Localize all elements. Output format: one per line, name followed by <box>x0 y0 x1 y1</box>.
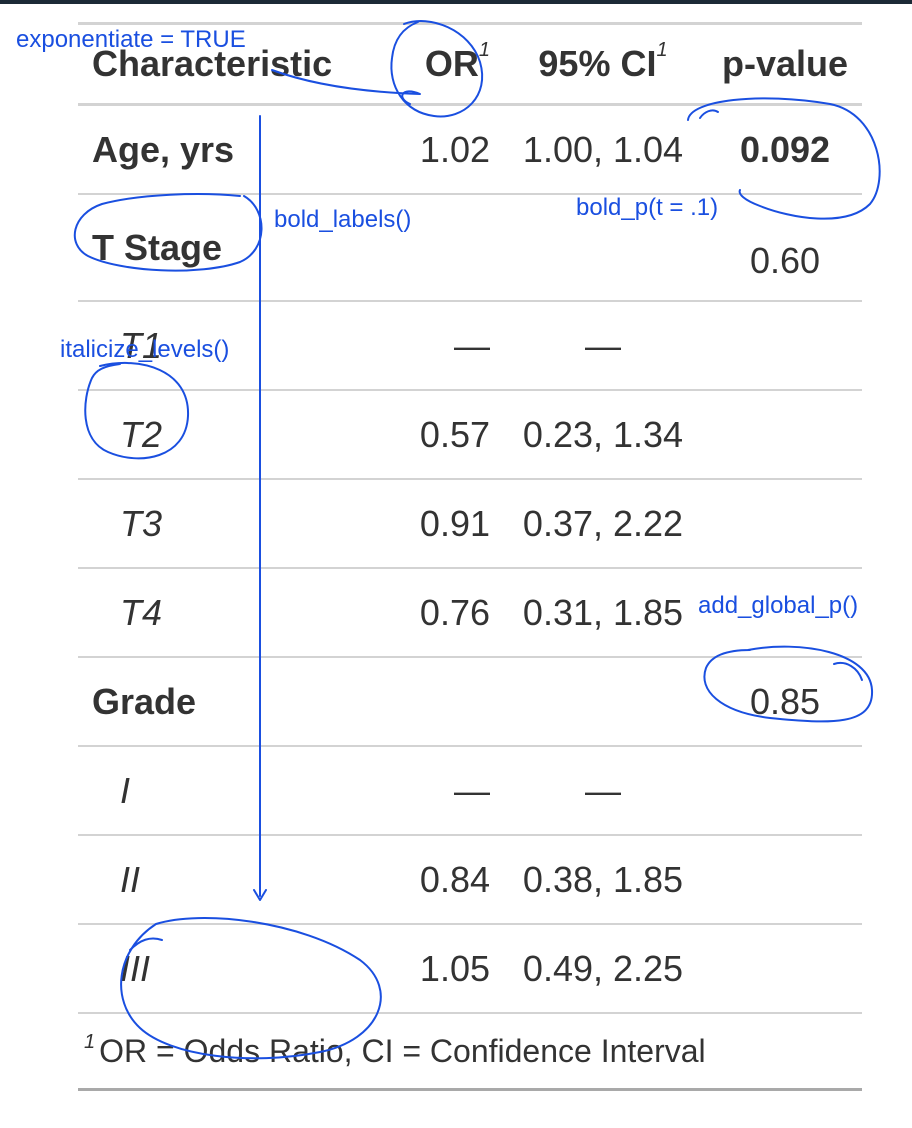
row-or: 0.76 <box>378 568 498 658</box>
row-label: I <box>78 746 378 836</box>
row-ci: 0.31, 1.85 <box>498 568 708 658</box>
table-row: I — — <box>78 746 862 836</box>
row-or: 1.05 <box>378 924 498 1014</box>
header-ci: 95% CI1 <box>498 23 708 106</box>
table-row: II 0.84 0.38, 1.85 <box>78 835 862 925</box>
row-ci: 0.23, 1.34 <box>498 390 708 480</box>
row-p-value <box>708 301 862 391</box>
row-or: 0.84 <box>378 835 498 925</box>
row-label: T2 <box>78 390 378 480</box>
footnote-text: OR = Odds Ratio, CI = Confidence Interva… <box>99 1032 706 1069</box>
table-footnote: 1 OR = Odds Ratio, CI = Confidence Interv… <box>78 1012 862 1091</box>
footnote-marker: 1 <box>84 1030 96 1053</box>
row-ci: 0.38, 1.85 <box>498 835 708 925</box>
row-ci: 0.49, 2.25 <box>498 924 708 1014</box>
row-or: — <box>378 746 498 836</box>
annotation-exponentiate: exponentiate = TRUE <box>16 26 246 53</box>
annotation-bold-p: bold_p(t = .1) <box>576 194 719 221</box>
row-p-value: 0.092 <box>708 104 862 195</box>
table-row: T2 0.57 0.23, 1.34 <box>78 390 862 480</box>
header-or-footnote-marker: 1 <box>478 39 490 61</box>
row-p-value <box>708 479 862 569</box>
row-ci: — <box>498 301 708 391</box>
header-p-label: p-value <box>721 43 849 84</box>
annotation-italicize-levels: italicize_levels() <box>60 336 230 363</box>
header-characteristic: Characteristic <box>78 23 378 106</box>
row-label: II <box>78 835 378 925</box>
row-or: 0.91 <box>378 479 498 569</box>
regression-table: Characteristic OR1 95% CI1 p-value Age, … <box>78 22 862 1091</box>
table-row: Grade 0.85 <box>78 657 862 747</box>
table-row: III 1.05 0.49, 2.25 <box>78 924 862 1014</box>
header-ci-label: 95% CI <box>538 43 657 84</box>
row-label: Grade <box>78 657 378 747</box>
table-row: T Stage 0.60 <box>78 194 862 302</box>
row-label: T3 <box>78 479 378 569</box>
table-row: T1 — — <box>78 301 862 391</box>
table-row: Age, yrs 1.02 1.00, 1.04 0.092 <box>78 104 862 195</box>
top-edge-bar <box>0 0 912 4</box>
row-p-value: 0.60 <box>708 194 862 302</box>
table-footer: 1 OR = Odds Ratio, CI = Confidence Interv… <box>78 1012 862 1091</box>
table-row: T3 0.91 0.37, 2.22 <box>78 479 862 569</box>
row-label: T4 <box>78 568 378 658</box>
row-p-value <box>708 924 862 1014</box>
row-p-value <box>708 835 862 925</box>
row-ci: 0.37, 2.22 <box>498 479 708 569</box>
row-ci <box>498 194 708 302</box>
row-p-value <box>708 746 862 836</box>
row-ci <box>498 657 708 747</box>
row-label: III <box>78 924 378 1014</box>
header-ci-footnote-marker: 1 <box>656 39 668 61</box>
table-body: Age, yrs 1.02 1.00, 1.04 0.092 T Stage 0… <box>78 104 862 1014</box>
row-p-value <box>708 568 862 658</box>
row-or: 0.57 <box>378 390 498 480</box>
row-ci: 1.00, 1.04 <box>498 104 708 195</box>
summary-table: Characteristic OR1 95% CI1 p-value Age, … <box>78 22 862 1091</box>
row-p-value <box>708 390 862 480</box>
row-or: 1.02 <box>378 104 498 195</box>
table-row: T4 0.76 0.31, 1.85 <box>78 568 862 658</box>
row-or <box>378 194 498 302</box>
header-or: OR1 <box>378 23 498 106</box>
row-ci: — <box>498 746 708 836</box>
row-or <box>378 657 498 747</box>
row-p-value: 0.85 <box>708 657 862 747</box>
row-label: Age, yrs <box>78 104 378 195</box>
annotation-add-global-p: add_global_p() <box>698 592 859 619</box>
header-or-label: OR <box>424 43 479 84</box>
row-or: — <box>378 301 498 391</box>
header-p-value: p-value <box>708 23 862 106</box>
annotation-bold-labels: bold_labels() <box>274 206 412 233</box>
